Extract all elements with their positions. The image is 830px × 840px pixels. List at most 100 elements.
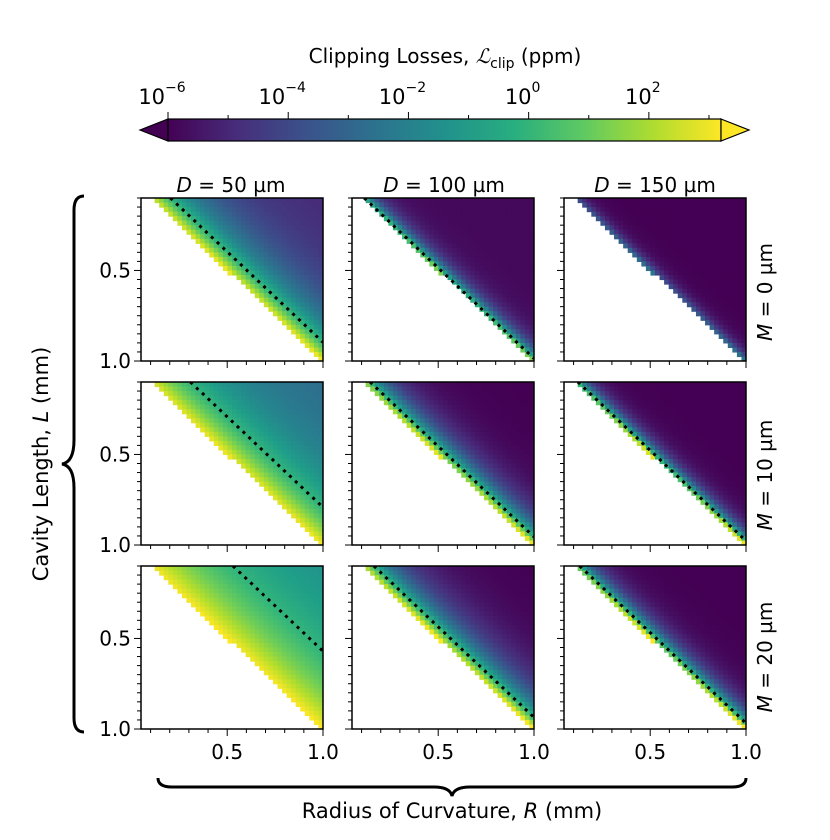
- heatmap-cell: [241, 458, 247, 465]
- heatmap-cell: [632, 427, 638, 433]
- heatmap-cell: [309, 513, 315, 519]
- heatmap-cell: [277, 449, 283, 456]
- heatmap-cell: [282, 261, 288, 267]
- heatmap-cell: [195, 566, 201, 572]
- heatmap-cell: [659, 216, 665, 222]
- heatmap-cell: [313, 495, 320, 501]
- heatmap-cell: [282, 243, 288, 249]
- heatmap-cell: [241, 418, 247, 424]
- heatmap-cell: [506, 198, 512, 204]
- heatmap-cell: [488, 431, 494, 437]
- heatmap-cell: [309, 647, 315, 653]
- heatmap-cell: [488, 274, 494, 281]
- heatmap-cell: [309, 445, 315, 451]
- heatmap-cell: [245, 449, 251, 456]
- heatmap-cell: [420, 395, 426, 401]
- heatmap-cell: [318, 413, 323, 419]
- heatmap-cell: [677, 477, 683, 483]
- heatmap-cell: [286, 225, 292, 231]
- heatmap-cell: [263, 261, 269, 267]
- heatmap-cell: [520, 526, 526, 533]
- heatmap-cell: [709, 382, 715, 388]
- heatmap-cell: [250, 440, 256, 446]
- heatmap-cell: [502, 279, 508, 285]
- heatmap-cell: [374, 382, 380, 388]
- heatmap-cell: [286, 436, 292, 442]
- heatmap-cell: [493, 202, 499, 208]
- heatmap-cell: [295, 288, 301, 294]
- heatmap-cell: [506, 225, 512, 231]
- heatmap-cell: [493, 418, 499, 424]
- heatmap-cell: [664, 216, 670, 222]
- heatmap-cell: [627, 404, 633, 410]
- heatmap-cell: [318, 584, 323, 590]
- heatmap-cell: [650, 409, 656, 415]
- heatmap-cell: [493, 386, 499, 392]
- heatmap-cell: [515, 486, 521, 492]
- heatmap-cell: [204, 602, 210, 608]
- heatmap-cell: [300, 458, 306, 465]
- heatmap-cell: [291, 490, 297, 496]
- heatmap-cell: [723, 409, 729, 415]
- heatmap-cell: [695, 409, 702, 415]
- heatmap-cell: [277, 202, 283, 208]
- heatmap-cell: [300, 270, 306, 276]
- heatmap-cell: [520, 225, 526, 231]
- heatmap-cell: [709, 252, 715, 258]
- heatmap-cell: [700, 454, 706, 460]
- heatmap-cell: [493, 247, 499, 253]
- heatmap-cell: [714, 202, 720, 208]
- heatmap-cell: [318, 652, 323, 658]
- heatmap-cell: [295, 593, 301, 599]
- heatmap-cell: [461, 409, 467, 415]
- heatmap-cell: [741, 522, 746, 528]
- heatmap-cell: [502, 207, 508, 213]
- heatmap-cell: [232, 454, 238, 460]
- heatmap-cell: [245, 440, 251, 446]
- heatmap-cell: [291, 220, 297, 226]
- heatmap-cell: [254, 265, 260, 272]
- heatmap-cell: [447, 404, 453, 410]
- heatmap-cell: [433, 252, 440, 258]
- heatmap-cell: [632, 207, 638, 213]
- heatmap-cell: [245, 279, 251, 285]
- heatmap-cell: [506, 486, 512, 492]
- heatmap-cell: [741, 342, 746, 349]
- heatmap-cell: [309, 633, 315, 640]
- heatmap-cell: [218, 382, 224, 388]
- heatmap-cell: [502, 449, 508, 456]
- heatmap-cell: [714, 427, 720, 433]
- heatmap-cell: [691, 293, 697, 299]
- heatmap-cell: [741, 431, 746, 437]
- heatmap-cell: [300, 499, 306, 505]
- heatmap-cell: [250, 652, 256, 658]
- heatmap-cell: [456, 198, 462, 204]
- heatmap-cell: [447, 229, 453, 235]
- heatmap-cell: [474, 270, 480, 276]
- heatmap-cell: [502, 418, 508, 424]
- heatmap-cell: [524, 526, 531, 533]
- heatmap-cell: [245, 575, 251, 581]
- heatmap-cell: [682, 440, 688, 446]
- heatmap-cell: [529, 531, 534, 537]
- heatmap-cell: [641, 431, 647, 437]
- heatmap-cell: [686, 436, 692, 442]
- heatmap-cell: [483, 202, 490, 208]
- heatmap-cell: [222, 391, 229, 397]
- heatmap-cell: [254, 620, 260, 626]
- heatmap-cell: [736, 472, 743, 478]
- heatmap-cell: [668, 270, 674, 276]
- heatmap-cell: [614, 395, 620, 401]
- heatmap-cell: [502, 436, 508, 442]
- heatmap-cell: [245, 566, 251, 572]
- heatmap-cell: [723, 265, 729, 272]
- heatmap-cell: [727, 422, 733, 428]
- heatmap-cell: [397, 413, 403, 419]
- heatmap-cell: [268, 427, 274, 433]
- heatmap-cell: [488, 495, 494, 501]
- heatmap-cell: [309, 297, 315, 303]
- heatmap-cell: [232, 409, 238, 415]
- heatmap-cell: [502, 288, 508, 294]
- heatmap-cell: [318, 247, 323, 253]
- heatmap-cell: [483, 265, 490, 272]
